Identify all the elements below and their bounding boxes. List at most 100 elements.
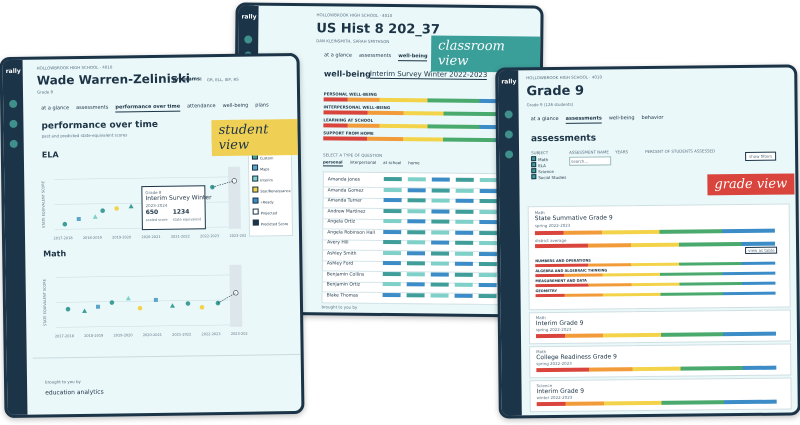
student-name: Benjamin Collins [326,271,365,278]
student-name: Amanda Turner [327,198,362,204]
filter-label: YEARS [615,149,629,155]
footer: brought to you by [45,379,81,385]
legend-swatch [252,175,259,182]
category-bar [323,123,524,130]
response-chip [407,177,426,182]
grade-subtitle: Grade 9 (126 students) [526,101,574,108]
show-filters[interactable]: show filters [745,151,777,161]
legend-label: Predicted Score [260,222,289,227]
response-chip [455,209,474,214]
prediction-zone [229,264,243,327]
tab[interactable]: attendance [187,103,216,110]
assessment-name: State Summative Grade 9 [534,214,613,223]
assessment-date: spring 2022-2023 [535,326,572,333]
tab[interactable]: at a glance [324,52,353,59]
legend-label: i-Ready [260,200,274,205]
x-labels: 2017-2018 2017-2018 2018-2019 2018-2019 2019… [53,234,247,339]
response-chip [383,229,402,234]
legend-label: Projected [260,211,278,216]
tooltip-score: 650 [145,208,159,217]
response-chip [455,177,474,182]
x-label: 2022-2023 [201,332,220,336]
response-chip [455,198,474,203]
legend-swatch [252,164,259,171]
table-toggle[interactable]: view as table [745,246,778,254]
tab[interactable]: assessments [565,115,602,124]
student-name: Angela Robinson Hall [327,229,375,236]
x-label: 2023-2024 [229,234,247,238]
tabs[interactable]: at a glance assessments well-being behavior [531,115,664,124]
response-chip [431,187,450,193]
tab[interactable]: well-being [608,115,635,122]
programs-label: programs: [172,76,202,83]
tab[interactable]: interpersonal [349,159,377,165]
tab[interactable]: assessments [358,52,392,60]
student-name: Ashley Ford [326,261,354,267]
response-chip [479,240,498,246]
filter-label: PERCENT OF STUDENTS ASSESSED [645,148,716,155]
section-subtitle: past and predicted state-equivalent scor… [41,132,128,139]
response-chip [455,230,474,235]
tab[interactable]: assessments [76,104,109,112]
subject-filters[interactable]: Math ELA Science Social Studies [531,156,566,180]
response-chip [430,261,449,266]
question-types[interactable]: personal interpersonal at school home [322,159,420,167]
legend-label: Star/Renaissance [260,189,291,194]
response-chip [431,219,450,224]
x-label: 2018-2019 [83,236,102,240]
assessment-date: spring 2022-2023 [536,360,572,367]
category-bars: PERSONAL WELL-BEING INTERPERSONAL WELL-BE… [323,88,524,143]
tab[interactable]: plans [255,102,269,109]
student-grade: Grade 8 [36,89,54,95]
axis-label: STATE EQUIVALENT SCORE [43,279,48,326]
check-label: Social Studies [538,174,567,181]
sidebar: rally [498,70,522,416]
check [531,162,537,168]
tabs[interactable]: at a glance assessments performance over t… [41,102,269,113]
tab[interactable]: home [408,160,420,166]
grade-card: rally HOLLOWBROOK HIGH SCHOOL · 4010 Gra… [495,64,800,419]
assessment-card[interactable]: Math College Readiness Grade 9 spring 20… [529,343,792,379]
legend-swatch [252,219,259,226]
response-chip [454,293,473,298]
response-chip [431,177,450,182]
tab[interactable]: performance over time [115,103,181,113]
search-box[interactable]: search... [569,156,612,166]
x-label: 2021-2022 [172,332,191,336]
response-chip [431,250,450,256]
tab[interactable]: personal [322,159,343,167]
response-chip [407,250,426,255]
tab[interactable]: at school [383,159,402,166]
assessment-card[interactable]: Math Interim Grade 9 spring 2022-2023 [528,309,792,345]
response-chip [407,229,426,234]
programs: GR, ELL, IEP, RS [206,76,239,83]
x-label: 2020-2021 [143,333,162,337]
view-badge: student view [211,118,298,157]
section-title: performance over time [41,119,159,132]
tab[interactable]: behavior [641,114,664,122]
response-chip [479,177,498,183]
assessment-card: Math State Summative Grade 9 spring 2022… [527,203,791,311]
legend-label: Custom [259,156,274,161]
response-chip [383,250,402,255]
filter-label: SUBJECT [531,150,549,156]
chart-title: ELA [41,150,59,160]
student-name: Wade Warren-Zeliniski [36,71,191,88]
question-prompt: SELECT A TYPE OF QUESTION [323,152,383,158]
response-chip [478,282,497,288]
student-name: Benjamin Ortiz [326,282,361,288]
tab[interactable]: at a glance [530,115,559,123]
response-chip [430,282,449,287]
response-chip [479,188,498,193]
student-name: Andrew Martinez [327,208,366,215]
x-label: 2019-2020 [112,235,131,239]
assessment-card[interactable]: Science Interim Grade 9 winter 2022-2023 [529,377,792,413]
tab[interactable]: well-being [398,53,428,62]
response-chip [479,209,498,214]
tab[interactable]: at a glance [41,105,70,112]
tab[interactable]: well-being [222,102,249,110]
tooltip: Grade 8 Interim Survey Winter 2023-2024 … [141,185,212,231]
x-label: 2017-2018 [55,334,74,338]
checkbox[interactable]: Social Studies [531,174,566,180]
